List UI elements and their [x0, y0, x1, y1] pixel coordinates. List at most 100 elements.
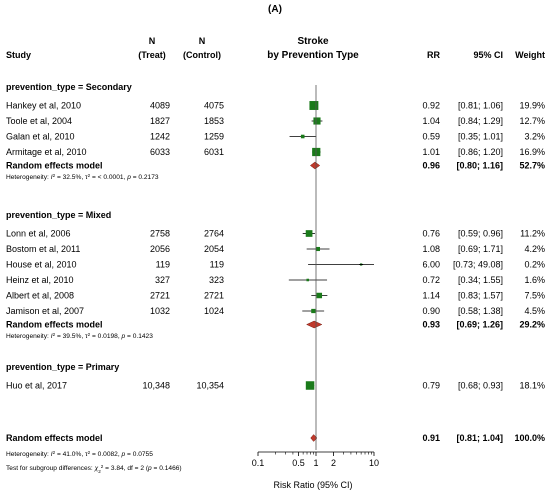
subgroup-title: prevention_type = Mixed	[6, 210, 111, 220]
study-name: Armitage et al, 2010	[6, 147, 87, 157]
overall-summary-ci: [0.81; 1.04]	[456, 433, 503, 443]
study-n-control: 1853	[204, 116, 224, 126]
study-name: Galan et al, 2010	[6, 132, 75, 142]
header-plot-subtitle: by Prevention Type	[267, 50, 359, 61]
subgroup-summary-weight: 52.7%	[519, 161, 545, 171]
study-ci: [0.84; 1.29]	[458, 116, 503, 126]
study-n-treat: 2758	[150, 229, 170, 239]
x-tick-label: 10	[369, 458, 379, 468]
study-square	[311, 308, 316, 314]
study-square	[305, 381, 315, 390]
subgroup-summary-ci: [0.80; 1.16]	[456, 161, 503, 171]
study-n-control: 1024	[204, 306, 224, 316]
study-rr: 0.79	[422, 381, 440, 391]
study-n-control: 4075	[204, 101, 224, 111]
study-name: Albert et al, 2008	[6, 291, 74, 301]
subgroup-heterogeneity: Heterogeneity: I2 = 32.5%, τ2 = < 0.0001…	[6, 173, 159, 182]
study-n-treat: 2056	[150, 244, 170, 254]
study-name: Lonn et al, 2006	[6, 229, 71, 239]
study-n-control: 323	[209, 275, 224, 285]
study-square	[306, 278, 309, 282]
study-n-treat: 6033	[150, 147, 170, 157]
study-n-treat: 2721	[150, 291, 170, 301]
subgroup-summary-label: Random effects model	[6, 320, 103, 330]
study-n-control: 1259	[204, 132, 224, 142]
x-tick-label: 2	[331, 458, 336, 468]
study-name: Toole et al, 2004	[6, 116, 72, 126]
study-ci: [0.81; 1.06]	[458, 101, 503, 111]
study-rr: 0.76	[422, 229, 440, 239]
study-rr: 0.90	[422, 306, 440, 316]
study-square	[316, 292, 323, 299]
study-n-treat: 1827	[150, 116, 170, 126]
subgroup-title: prevention_type = Secondary	[6, 82, 132, 92]
study-rr: 0.92	[422, 101, 440, 111]
study-n-control: 2721	[204, 291, 224, 301]
study-n-control: 10,354	[196, 381, 224, 391]
study-square	[309, 101, 319, 110]
subgroup-title: prevention_type = Primary	[6, 362, 119, 372]
study-n-treat: 1032	[150, 306, 170, 316]
header-n-control-sub: (Control)	[183, 50, 221, 60]
x-tick-label: 1	[313, 458, 318, 468]
study-rr: 1.01	[422, 147, 440, 157]
study-n-control: 119	[210, 260, 224, 270]
study-rr: 1.08	[422, 244, 440, 254]
header-study: Study	[6, 50, 31, 60]
study-n-treat: 4089	[150, 101, 170, 111]
study-square	[313, 117, 321, 125]
study-rr: 0.59	[422, 132, 440, 142]
overall-summary-rr: 0.91	[422, 433, 440, 443]
study-ci: [0.68; 0.93]	[458, 381, 503, 391]
study-weight: 18.1%	[519, 381, 545, 391]
study-weight: 1.6%	[524, 275, 545, 285]
header-ci: 95% CI	[473, 50, 503, 60]
study-rr: 1.04	[422, 116, 440, 126]
header-n-treat: N	[149, 36, 156, 46]
study-square	[300, 134, 305, 139]
header-n-treat-sub: (Treat)	[138, 50, 166, 60]
subgroup-test: Test for subgroup differences: χ22 = 3.8…	[6, 464, 182, 474]
study-rr: 0.72	[422, 275, 440, 285]
study-rr: 1.14	[422, 291, 440, 301]
header-plot-title: Stroke	[297, 36, 329, 47]
study-weight: 12.7%	[519, 116, 545, 126]
overall-heterogeneity: Heterogeneity: I2 = 41.0%, τ2 = 0.0082, …	[6, 450, 153, 459]
subgroup-summary-rr: 0.96	[422, 161, 440, 171]
study-ci: [0.73; 49.08]	[453, 260, 503, 270]
overall-summary-weight: 100.0%	[514, 433, 545, 443]
study-ci: [0.34; 1.55]	[458, 275, 503, 285]
study-weight: 0.2%	[524, 260, 545, 270]
study-ci: [0.58; 1.38]	[458, 306, 503, 316]
study-name: Huo et al, 2017	[6, 381, 67, 391]
overall-summary-label: Random effects model	[6, 433, 103, 443]
study-rr: 6.00	[422, 260, 440, 270]
study-square	[305, 230, 313, 237]
x-axis-label: Risk Ratio (95% CI)	[273, 480, 352, 490]
header-weight: Weight	[515, 50, 545, 60]
study-ci: [0.86; 1.20]	[458, 147, 503, 157]
subgroup-summary-weight: 29.2%	[519, 320, 545, 330]
study-ci: [0.83; 1.57]	[458, 291, 503, 301]
study-weight: 19.9%	[519, 101, 545, 111]
study-weight: 4.5%	[524, 306, 545, 316]
x-tick-label: 0.5	[292, 458, 305, 468]
study-weight: 3.2%	[524, 132, 545, 142]
subgroup-summary-diamond	[309, 161, 321, 170]
study-weight: 11.2%	[520, 229, 545, 239]
header-rr: RR	[427, 50, 440, 60]
study-ci: [0.35; 1.01]	[458, 132, 503, 142]
study-weight: 4.2%	[524, 244, 545, 254]
subgroup-summary-rr: 0.93	[422, 320, 440, 330]
study-n-treat: 1242	[150, 132, 170, 142]
subgroup-summary-diamond	[306, 320, 323, 329]
subgroup-summary-label: Random effects model	[6, 161, 103, 171]
subgroup-heterogeneity: Heterogeneity: I2 = 39.5%, τ2 = 0.0198, …	[6, 332, 153, 341]
study-n-treat: 119	[156, 260, 170, 270]
overall-summary-diamond	[310, 434, 318, 442]
study-name: House et al, 2010	[6, 260, 77, 270]
study-weight: 16.9%	[519, 147, 545, 157]
study-name: Jamison et al, 2007	[6, 306, 84, 316]
study-n-treat: 327	[155, 275, 170, 285]
